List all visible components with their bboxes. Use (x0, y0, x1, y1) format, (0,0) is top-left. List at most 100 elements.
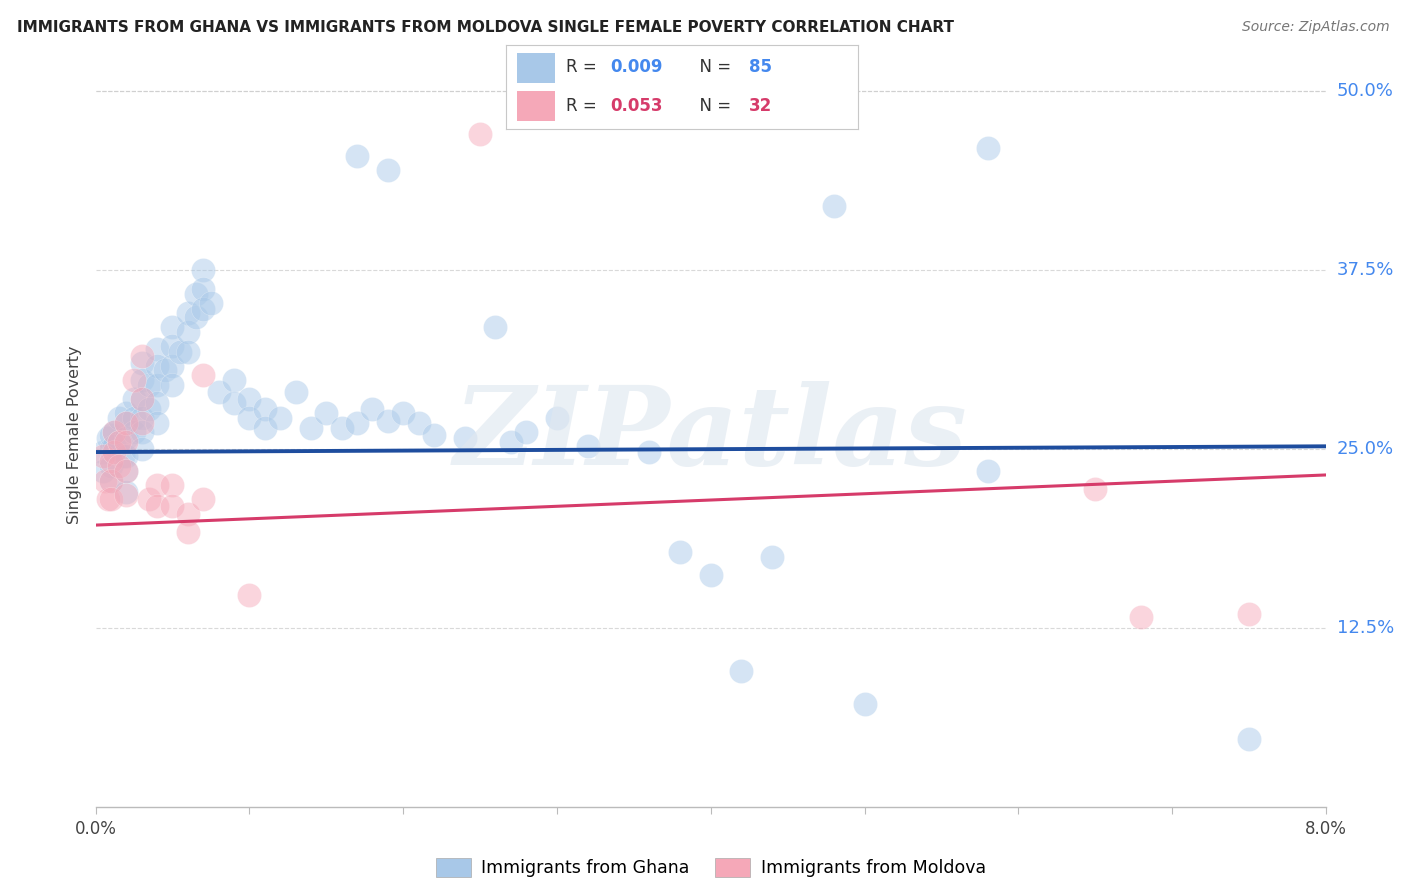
Point (377, 162, 399, 177)
Point (193, 263, 215, 277)
Point (361, 402, 384, 417)
Point (377, 413, 399, 427)
Point (107, 435, 129, 450)
Point (253, 420, 276, 434)
Text: R =: R = (565, 96, 602, 114)
Point (100, 442, 122, 457)
Point (162, 320, 184, 334)
Text: 12.5%: 12.5% (1337, 619, 1395, 637)
Point (100, 453, 122, 467)
Point (346, 148, 368, 162)
Point (146, 377, 169, 392)
Point (193, 282, 215, 296)
Point (115, 488, 138, 502)
Point (284, 384, 307, 399)
Point (200, 296, 222, 310)
Point (97, 492, 120, 507)
Text: ZIPatlas: ZIPatlas (454, 381, 967, 489)
Point (91, 450, 114, 464)
Point (107, 410, 129, 425)
Point (546, 410, 568, 425)
Y-axis label: Single Female Poverty: Single Female Poverty (66, 345, 82, 524)
Point (115, 406, 138, 420)
Point (153, 363, 176, 377)
Point (408, 417, 430, 431)
Point (193, 368, 215, 382)
Point (638, 445, 661, 459)
Bar (517, 54, 555, 83)
Point (131, 410, 153, 425)
Point (94, 474, 117, 488)
Point (468, 127, 491, 141)
Text: 32: 32 (748, 96, 772, 114)
Point (222, 373, 245, 387)
Point (138, 377, 160, 392)
Point (115, 417, 138, 431)
Point (115, 431, 138, 445)
Text: R =: R = (565, 59, 602, 77)
Point (976, 141, 998, 155)
Point (138, 492, 160, 507)
Point (112, 450, 135, 464)
Point (146, 359, 169, 373)
Point (1237, 607, 1260, 621)
Point (131, 349, 153, 363)
Point (193, 301, 215, 316)
Point (107, 435, 129, 450)
Point (1130, 609, 1153, 624)
Point (193, 492, 215, 507)
Point (700, 568, 723, 582)
Point (146, 500, 169, 514)
Legend: Immigrants from Ghana, Immigrants from Moldova: Immigrants from Ghana, Immigrants from M… (429, 851, 993, 884)
Point (107, 459, 129, 474)
Point (131, 392, 153, 406)
Point (177, 306, 200, 320)
Point (146, 478, 169, 492)
Point (177, 507, 200, 521)
Point (115, 464, 138, 478)
Point (346, 417, 368, 431)
Point (976, 464, 998, 478)
Point (222, 396, 245, 410)
Point (131, 356, 153, 370)
Text: IMMIGRANTS FROM GHANA VS IMMIGRANTS FROM MOLDOVA SINGLE FEMALE POVERTY CORRELATI: IMMIGRANTS FROM GHANA VS IMMIGRANTS FROM… (17, 20, 953, 35)
Text: 85: 85 (748, 59, 772, 77)
Point (100, 428, 122, 442)
Point (238, 410, 260, 425)
Point (184, 310, 207, 325)
Point (91, 464, 114, 478)
Point (269, 410, 291, 425)
Point (115, 450, 138, 464)
Point (208, 384, 231, 399)
Text: 0.053: 0.053 (610, 96, 662, 114)
Point (131, 392, 153, 406)
Point (115, 485, 138, 500)
Point (103, 445, 125, 459)
Point (122, 425, 145, 439)
Point (131, 442, 153, 457)
Point (131, 373, 153, 387)
Point (115, 417, 138, 431)
Point (853, 697, 876, 711)
Text: 37.5%: 37.5% (1337, 261, 1395, 279)
Point (103, 425, 125, 439)
Point (299, 420, 322, 434)
Point (823, 199, 845, 213)
Point (122, 410, 145, 425)
Point (238, 588, 260, 602)
Point (392, 406, 415, 420)
Point (484, 320, 506, 334)
Point (184, 287, 207, 301)
Point (100, 474, 122, 488)
Text: N =: N = (689, 96, 737, 114)
Point (131, 417, 153, 431)
Point (669, 545, 692, 559)
Bar (517, 91, 555, 120)
Point (122, 392, 145, 406)
Point (162, 500, 184, 514)
Point (423, 428, 446, 442)
Point (730, 664, 752, 678)
Point (146, 417, 169, 431)
Point (330, 420, 353, 434)
Point (131, 425, 153, 439)
